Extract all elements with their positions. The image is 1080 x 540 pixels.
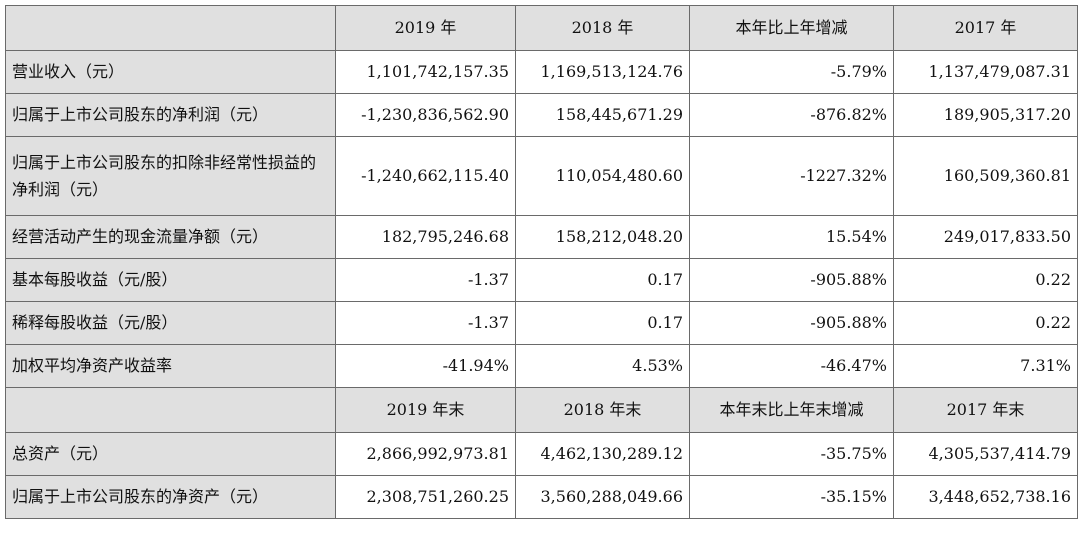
financial-summary-table: 2019 年 2018 年 本年比上年增减 2017 年 营业收入（元） 1,1…	[5, 5, 1078, 519]
value-2019: 1,101,742,157.35	[335, 50, 516, 94]
header-2017: 2017 年	[893, 5, 1078, 51]
header-2019: 2019 年	[335, 5, 516, 51]
row-diluted-eps: 稀释每股收益（元/股） -1.37 0.17 -905.88% 0.22	[5, 301, 1078, 345]
value-2019: -1,230,836,562.90	[335, 93, 516, 137]
value-2018-end: 4,462,130,289.12	[515, 432, 690, 476]
value-change: -876.82%	[689, 93, 894, 137]
value-change: 15.54%	[689, 215, 894, 259]
row-total-assets: 总资产（元） 2,866,992,973.81 4,462,130,289.12…	[5, 432, 1078, 476]
value-change: -35.15%	[689, 475, 894, 519]
row-net-profit-excl-nonrecurring: 归属于上市公司股东的扣除非经常性损益的净利润（元） -1,240,662,115…	[5, 136, 1078, 216]
value-change: -35.75%	[689, 432, 894, 476]
row-label: 经营活动产生的现金流量净额（元）	[5, 215, 336, 259]
header-2017-end: 2017 年末	[893, 387, 1078, 433]
value-2017: 0.22	[893, 301, 1078, 345]
value-2018: 1,169,513,124.76	[515, 50, 690, 94]
header-yoy-end-change: 本年末比上年末增减	[689, 387, 894, 433]
row-label: 归属于上市公司股东的扣除非经常性损益的净利润（元）	[5, 136, 336, 216]
value-2017: 249,017,833.50	[893, 215, 1078, 259]
row-label: 归属于上市公司股东的净资产（元）	[5, 475, 336, 519]
row-net-profit: 归属于上市公司股东的净利润（元） -1,230,836,562.90 158,4…	[5, 93, 1078, 137]
value-2017: 189,905,317.20	[893, 93, 1078, 137]
row-operating-cash-flow: 经营活动产生的现金流量净额（元） 182,795,246.68 158,212,…	[5, 215, 1078, 259]
row-label: 稀释每股收益（元/股）	[5, 301, 336, 345]
value-2018: 158,212,048.20	[515, 215, 690, 259]
value-2018: 158,445,671.29	[515, 93, 690, 137]
value-2018-end: 3,560,288,049.66	[515, 475, 690, 519]
row-label: 归属于上市公司股东的净利润（元）	[5, 93, 336, 137]
row-label: 营业收入（元）	[5, 50, 336, 94]
value-2019: -1.37	[335, 258, 516, 302]
value-2017-end: 4,305,537,414.79	[893, 432, 1078, 476]
value-change: -905.88%	[689, 301, 894, 345]
value-change: -5.79%	[689, 50, 894, 94]
header-blank-cell	[5, 387, 336, 433]
header-row-annual: 2019 年 2018 年 本年比上年增减 2017 年	[5, 5, 1078, 51]
value-change: -1227.32%	[689, 136, 894, 216]
row-weighted-roe: 加权平均净资产收益率 -41.94% 4.53% -46.47% 7.31%	[5, 344, 1078, 388]
value-change: -905.88%	[689, 258, 894, 302]
row-label: 加权平均净资产收益率	[5, 344, 336, 388]
value-2019: -1,240,662,115.40	[335, 136, 516, 216]
value-2017: 160,509,360.81	[893, 136, 1078, 216]
value-2017: 1,137,479,087.31	[893, 50, 1078, 94]
value-2019-end: 2,308,751,260.25	[335, 475, 516, 519]
value-2019-end: 2,866,992,973.81	[335, 432, 516, 476]
row-net-assets: 归属于上市公司股东的净资产（元） 2,308,751,260.25 3,560,…	[5, 475, 1078, 519]
row-label: 基本每股收益（元/股）	[5, 258, 336, 302]
header-blank-cell	[5, 5, 336, 51]
value-change: -46.47%	[689, 344, 894, 388]
header-2018: 2018 年	[515, 5, 690, 51]
header-row-year-end: 2019 年末 2018 年末 本年末比上年末增减 2017 年末	[5, 387, 1078, 433]
value-2019: -41.94%	[335, 344, 516, 388]
value-2019: 182,795,246.68	[335, 215, 516, 259]
value-2017-end: 3,448,652,738.16	[893, 475, 1078, 519]
header-2019-end: 2019 年末	[335, 387, 516, 433]
value-2018: 0.17	[515, 301, 690, 345]
value-2017: 7.31%	[893, 344, 1078, 388]
row-label: 总资产（元）	[5, 432, 336, 476]
value-2018: 4.53%	[515, 344, 690, 388]
row-operating-revenue: 营业收入（元） 1,101,742,157.35 1,169,513,124.7…	[5, 50, 1078, 94]
header-2018-end: 2018 年末	[515, 387, 690, 433]
value-2018: 0.17	[515, 258, 690, 302]
header-yoy-change: 本年比上年增减	[689, 5, 894, 51]
value-2017: 0.22	[893, 258, 1078, 302]
row-basic-eps: 基本每股收益（元/股） -1.37 0.17 -905.88% 0.22	[5, 258, 1078, 302]
value-2019: -1.37	[335, 301, 516, 345]
value-2018: 110,054,480.60	[515, 136, 690, 216]
